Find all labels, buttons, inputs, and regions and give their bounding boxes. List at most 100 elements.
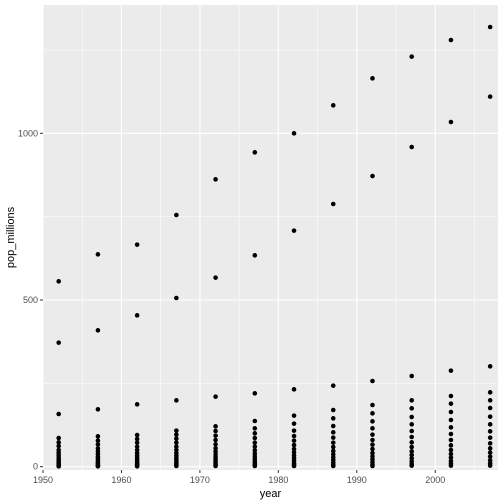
data-point	[252, 426, 258, 431]
data-point	[134, 313, 140, 318]
data-point	[95, 328, 101, 333]
data-point	[487, 364, 493, 369]
data-point	[487, 414, 493, 419]
data-point	[291, 446, 297, 452]
data-point	[330, 416, 336, 421]
data-point	[448, 401, 454, 406]
data-point	[487, 441, 493, 446]
data-point	[409, 422, 415, 427]
data-point	[487, 435, 493, 440]
data-point	[370, 411, 375, 416]
data-point	[330, 201, 336, 207]
x-tick-label: 1950	[33, 475, 53, 485]
data-point	[487, 422, 493, 427]
data-point	[487, 24, 493, 30]
x-axis-title: year	[260, 488, 282, 500]
data-point	[370, 463, 375, 469]
data-point	[291, 463, 297, 469]
data-point	[487, 463, 493, 468]
y-tick-label: 1000	[18, 128, 38, 138]
data-point	[213, 394, 218, 399]
data-point	[409, 440, 415, 445]
y-tick-label: 500	[23, 295, 38, 305]
data-point	[252, 448, 258, 453]
data-point	[291, 442, 297, 448]
data-point	[174, 428, 179, 433]
data-point	[448, 431, 454, 437]
data-point	[330, 407, 336, 413]
data-point	[448, 451, 454, 457]
x-axis-ticks: 1950 1960 1970 1980 1990 2000	[33, 470, 445, 485]
data-point	[95, 464, 101, 469]
data-point	[174, 398, 179, 403]
x-tick-label: 1990	[347, 475, 367, 485]
data-point	[409, 434, 415, 440]
data-point	[487, 429, 493, 434]
data-point	[213, 446, 218, 451]
data-point	[370, 426, 375, 431]
data-point	[213, 437, 218, 443]
data-point	[174, 436, 179, 441]
data-point	[134, 436, 140, 442]
data-point	[95, 407, 101, 412]
data-point	[174, 440, 179, 445]
data-point	[409, 449, 415, 454]
data-point	[252, 444, 258, 449]
data-point	[213, 177, 218, 182]
data-point	[448, 447, 454, 453]
data-point	[56, 411, 61, 417]
data-point	[330, 430, 336, 435]
x-tick-label: 1980	[268, 475, 288, 485]
data-point	[370, 419, 375, 424]
data-point	[134, 464, 140, 469]
data-point	[448, 119, 454, 125]
data-point	[370, 173, 375, 179]
data-point	[448, 37, 454, 43]
data-point	[252, 253, 258, 258]
data-point	[95, 434, 101, 439]
data-point	[409, 54, 415, 59]
grid-minor	[43, 5, 498, 470]
data-point	[252, 418, 258, 424]
data-point	[174, 444, 179, 449]
data-point	[487, 454, 493, 459]
data-point	[370, 446, 375, 452]
data-point	[252, 431, 258, 436]
data-point	[409, 373, 415, 379]
data-point	[95, 442, 101, 447]
data-point	[95, 252, 101, 257]
data-point	[134, 444, 140, 449]
data-point	[330, 444, 336, 450]
data-point	[409, 144, 415, 150]
data-point	[291, 131, 297, 136]
data-point	[56, 464, 61, 469]
data-points	[56, 24, 493, 469]
data-point	[252, 150, 258, 155]
data-point	[448, 437, 454, 443]
data-point	[370, 442, 375, 447]
data-point	[448, 368, 454, 373]
data-point	[134, 402, 140, 407]
data-point	[330, 435, 336, 440]
y-axis-ticks: 0 500 1000	[18, 128, 43, 472]
data-point	[487, 94, 493, 99]
data-point	[174, 463, 179, 469]
data-point	[291, 413, 297, 418]
data-point	[409, 428, 415, 434]
data-point	[330, 448, 336, 454]
data-point	[213, 424, 218, 429]
data-point	[56, 443, 61, 449]
data-point	[291, 428, 297, 433]
data-point	[252, 440, 258, 445]
plot-panel	[43, 5, 498, 470]
data-point	[174, 295, 179, 301]
data-point	[134, 432, 140, 438]
data-point	[252, 391, 258, 396]
data-point	[409, 463, 415, 468]
data-point	[370, 76, 375, 81]
data-point	[370, 402, 375, 408]
y-tick-label: 0	[33, 462, 38, 472]
data-point	[448, 425, 454, 430]
data-point	[330, 463, 336, 469]
data-point	[409, 398, 415, 403]
